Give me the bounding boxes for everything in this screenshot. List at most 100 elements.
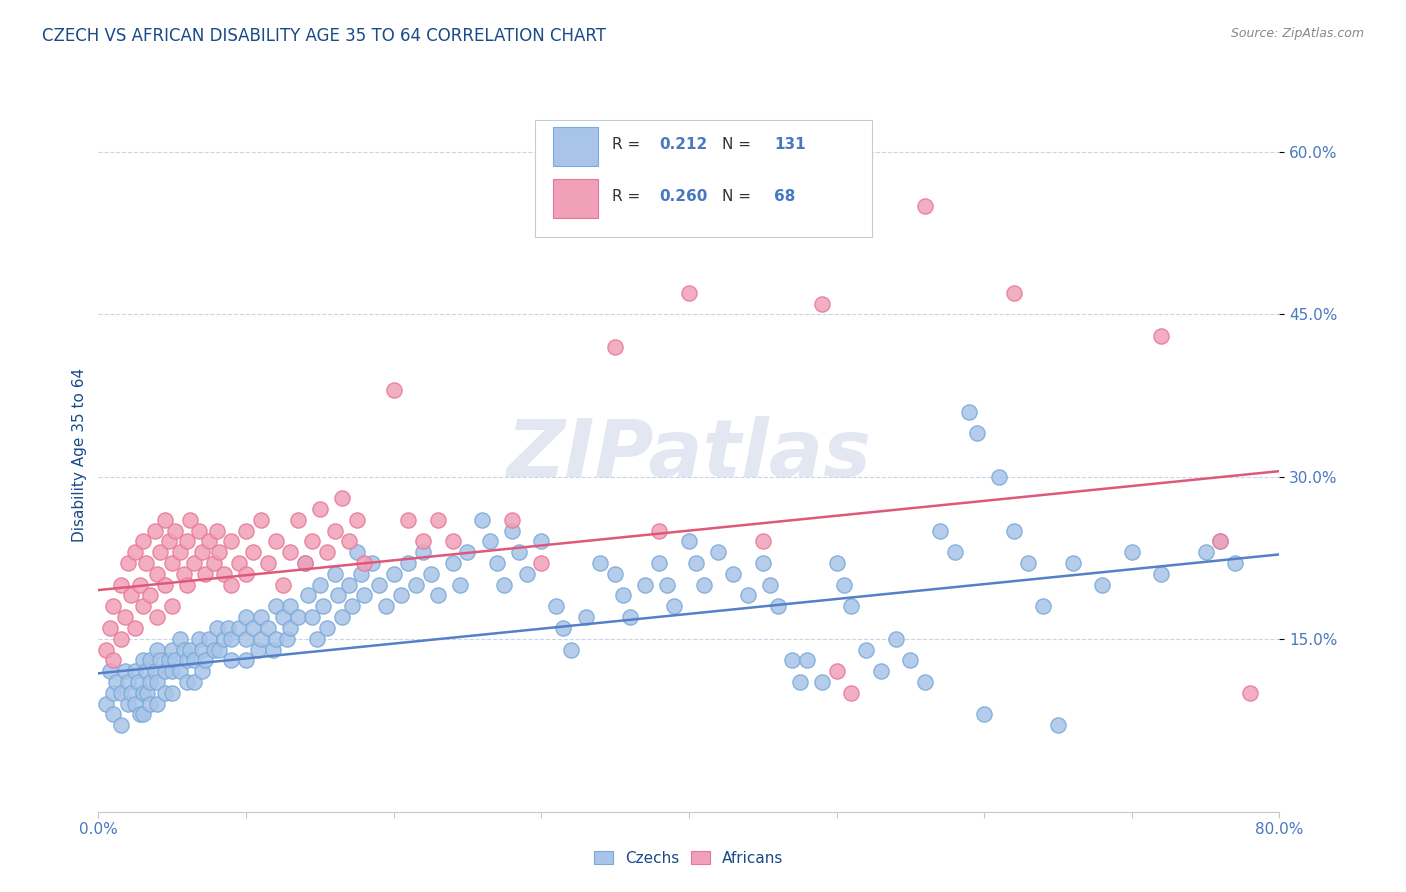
Point <box>633 577 655 591</box>
Point <box>301 610 323 624</box>
Point <box>191 642 214 657</box>
Point <box>796 653 818 667</box>
Point <box>316 545 339 559</box>
Point <box>136 686 159 700</box>
Point <box>478 534 501 549</box>
Point <box>202 556 225 570</box>
Point <box>412 545 434 559</box>
Point <box>198 632 221 646</box>
Text: CZECH VS AFRICAN DISABILITY AGE 35 TO 64 CORRELATION CHART: CZECH VS AFRICAN DISABILITY AGE 35 TO 64… <box>42 27 606 45</box>
Point <box>212 632 235 646</box>
Point <box>132 599 155 614</box>
Point <box>228 556 250 570</box>
Point <box>928 524 950 538</box>
Point <box>574 610 596 624</box>
Point <box>162 599 183 614</box>
Point <box>128 577 150 591</box>
Text: Source: ZipAtlas.com: Source: ZipAtlas.com <box>1230 27 1364 40</box>
Point <box>219 534 242 549</box>
Point <box>132 534 155 549</box>
Point <box>316 621 339 635</box>
Point <box>309 577 332 591</box>
Point <box>494 577 516 591</box>
Point <box>146 642 169 657</box>
Point <box>250 513 273 527</box>
Point <box>326 589 349 603</box>
Point <box>103 653 125 667</box>
Point <box>987 469 1010 483</box>
Point <box>360 556 382 570</box>
Point <box>751 556 773 570</box>
Point <box>337 534 360 549</box>
Point <box>271 610 294 624</box>
Point <box>1209 534 1232 549</box>
Point <box>198 534 221 549</box>
Point <box>205 621 228 635</box>
Text: N =: N = <box>723 189 751 204</box>
Point <box>419 566 441 581</box>
Point <box>194 653 217 667</box>
Point <box>242 545 264 559</box>
Point <box>179 642 201 657</box>
Point <box>323 524 346 538</box>
Point <box>135 556 157 570</box>
Point <box>456 545 478 559</box>
Point <box>242 621 264 635</box>
Point <box>264 534 287 549</box>
Point <box>235 566 257 581</box>
Point <box>146 675 169 690</box>
Point <box>169 632 191 646</box>
Point <box>721 566 744 581</box>
Point <box>789 675 811 690</box>
Point <box>943 545 966 559</box>
Point <box>427 513 450 527</box>
Point <box>560 642 582 657</box>
Point <box>973 707 995 722</box>
Point <box>235 632 257 646</box>
Point <box>139 697 162 711</box>
Point <box>589 556 612 570</box>
Point <box>287 513 309 527</box>
Point <box>353 589 375 603</box>
Point <box>278 545 302 559</box>
Point <box>250 632 273 646</box>
Point <box>693 577 716 591</box>
Point <box>173 566 195 581</box>
Point <box>176 534 198 549</box>
FancyBboxPatch shape <box>536 120 872 237</box>
Point <box>839 599 862 614</box>
Point <box>294 556 316 570</box>
Point <box>146 697 169 711</box>
Point <box>1195 545 1218 559</box>
Point <box>368 577 391 591</box>
Point <box>165 524 187 538</box>
Point <box>217 621 239 635</box>
Point <box>205 524 228 538</box>
Point <box>612 589 634 603</box>
Point <box>350 566 373 581</box>
Point <box>262 642 284 657</box>
Point <box>191 664 214 678</box>
Text: N =: N = <box>723 137 751 152</box>
Point <box>914 199 936 213</box>
Point <box>153 686 176 700</box>
Point <box>855 642 877 657</box>
Point <box>959 405 981 419</box>
Point <box>120 686 142 700</box>
Point <box>94 642 117 657</box>
Point <box>515 566 537 581</box>
Point <box>162 664 183 678</box>
Point <box>737 589 759 603</box>
Point <box>176 653 198 667</box>
Point <box>346 545 368 559</box>
Point <box>1046 718 1069 732</box>
Point <box>114 610 136 624</box>
Point <box>94 697 117 711</box>
Point <box>605 340 627 354</box>
Point <box>257 556 280 570</box>
Point <box>353 556 375 570</box>
Point <box>208 545 231 559</box>
Point <box>427 589 450 603</box>
Point <box>297 589 319 603</box>
Text: 0.260: 0.260 <box>659 189 707 204</box>
